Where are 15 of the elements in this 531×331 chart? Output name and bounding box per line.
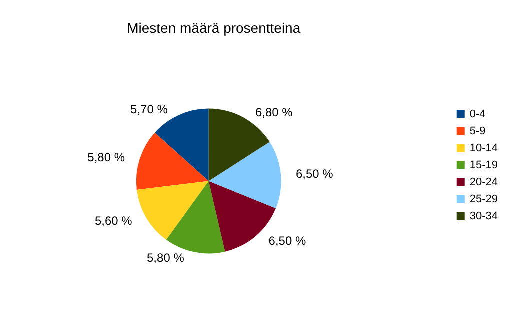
data-label: 5,60 % — [94, 214, 133, 228]
legend-label: 25-29 — [470, 194, 498, 206]
data-label: 5,80 % — [147, 251, 185, 266]
data-label: 6,50 % — [268, 234, 306, 248]
legend-label: 10-14 — [470, 142, 498, 154]
data-label: 5,70 % — [130, 102, 168, 117]
legend-label: 0-4 — [470, 108, 486, 120]
legend-label: 15-19 — [470, 160, 498, 172]
legend-label: 30-34 — [470, 210, 498, 222]
chart-title: Miesten määrä prosentteina — [127, 20, 301, 36]
data-label: 5,80 % — [88, 150, 126, 165]
legend-label: 5-9 — [470, 126, 486, 138]
data-label: 6,80 % — [255, 105, 294, 120]
legend-label: 20-24 — [470, 176, 498, 188]
data-label: 6,50 % — [296, 167, 334, 182]
